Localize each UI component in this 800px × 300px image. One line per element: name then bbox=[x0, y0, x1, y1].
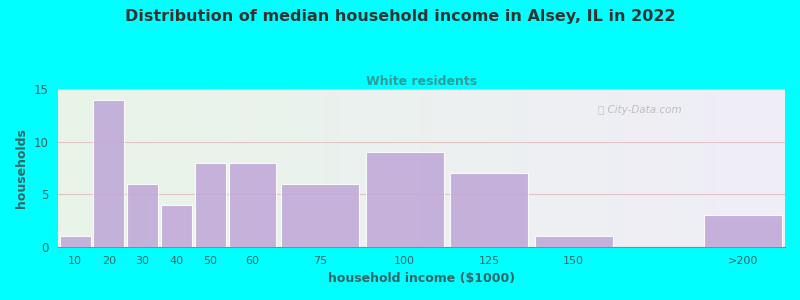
Text: ⦿ City-Data.com: ⦿ City-Data.com bbox=[598, 105, 682, 115]
Bar bbox=[230, 163, 276, 247]
Bar bbox=[450, 173, 528, 247]
Text: Distribution of median household income in Alsey, IL in 2022: Distribution of median household income … bbox=[125, 9, 675, 24]
Bar bbox=[535, 236, 613, 247]
Y-axis label: households: households bbox=[15, 128, 28, 208]
Bar bbox=[704, 215, 782, 247]
Bar bbox=[194, 163, 226, 247]
Bar bbox=[282, 184, 359, 247]
Bar bbox=[366, 152, 443, 247]
Bar bbox=[127, 184, 158, 247]
Bar bbox=[94, 100, 125, 247]
Bar bbox=[161, 205, 192, 247]
Bar bbox=[59, 236, 90, 247]
X-axis label: household income ($1000): household income ($1000) bbox=[328, 272, 515, 285]
Title: White residents: White residents bbox=[366, 75, 477, 88]
